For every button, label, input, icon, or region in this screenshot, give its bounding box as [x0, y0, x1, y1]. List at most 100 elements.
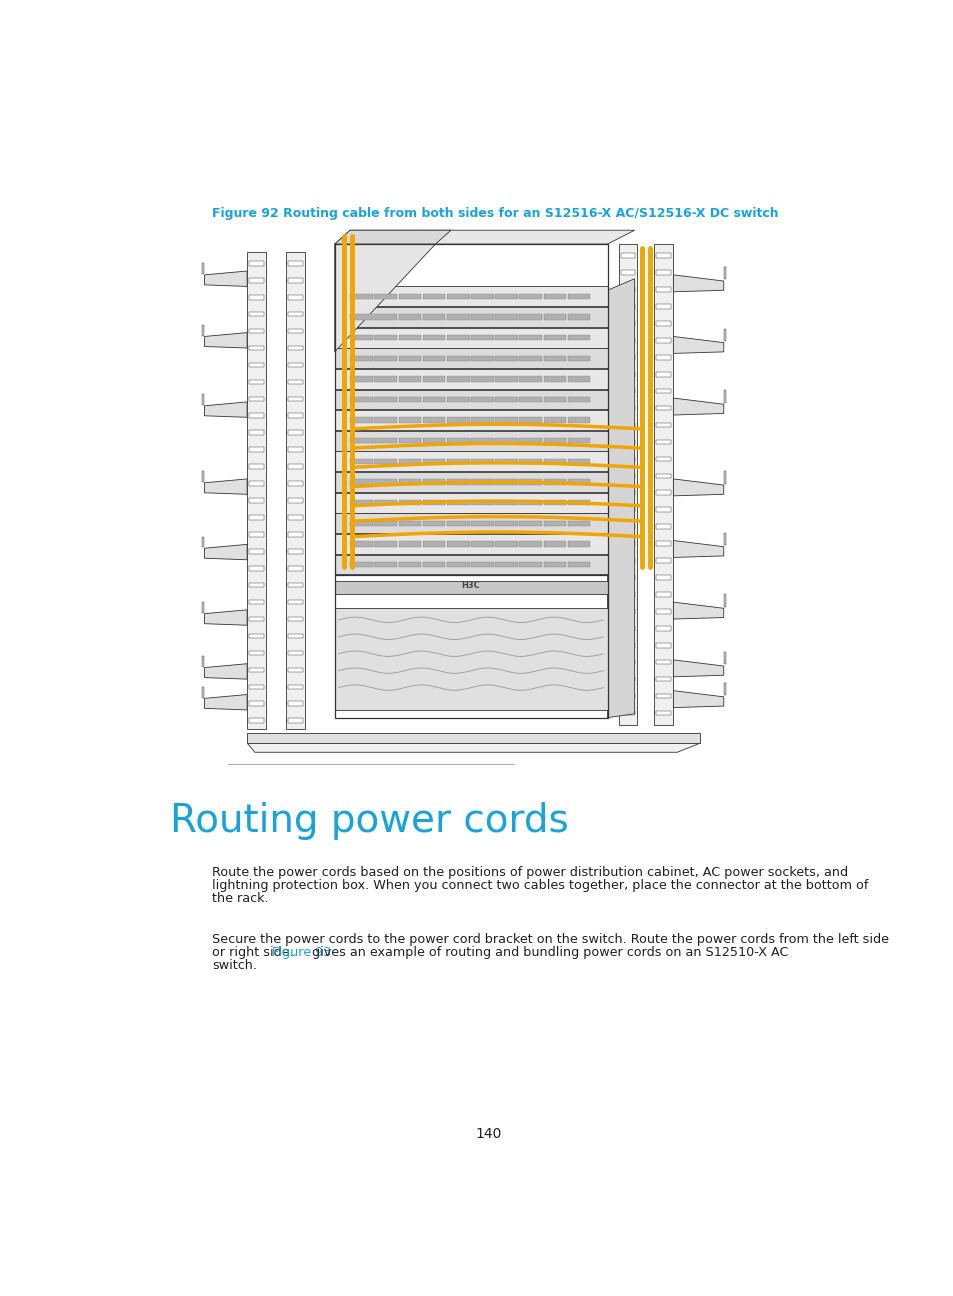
Bar [567, 314, 590, 320]
Bar [288, 515, 303, 520]
Bar [656, 355, 670, 359]
Bar [335, 328, 607, 347]
Bar [620, 643, 634, 648]
Bar [350, 459, 373, 464]
Bar [471, 459, 494, 464]
Bar [249, 397, 264, 402]
Bar [288, 566, 303, 570]
Bar [288, 295, 303, 299]
Bar [249, 533, 264, 537]
Bar [249, 430, 264, 435]
Bar [543, 397, 566, 402]
Bar [288, 550, 303, 553]
Bar [288, 346, 303, 350]
Bar [335, 492, 607, 512]
Bar [446, 355, 469, 360]
Bar [620, 422, 634, 428]
Text: H3C: H3C [461, 582, 480, 591]
Polygon shape [204, 695, 247, 710]
Bar [656, 542, 670, 546]
Bar [350, 500, 373, 505]
Bar [422, 500, 445, 505]
Bar [620, 575, 634, 579]
Bar [398, 314, 420, 320]
Text: Figure 93: Figure 93 [272, 946, 331, 959]
Polygon shape [204, 480, 247, 494]
Polygon shape [673, 691, 723, 708]
Bar [519, 459, 541, 464]
Bar [249, 363, 264, 367]
Bar [398, 355, 420, 360]
Bar [543, 480, 566, 485]
Bar [656, 253, 670, 258]
Bar [350, 376, 373, 381]
Bar [620, 508, 634, 512]
Polygon shape [673, 275, 723, 292]
Bar [567, 459, 590, 464]
Bar [288, 260, 303, 266]
Bar [350, 314, 373, 320]
Bar [656, 338, 670, 342]
Bar [374, 314, 396, 320]
Bar [249, 634, 264, 639]
Bar [288, 447, 303, 452]
Bar [335, 555, 607, 574]
Bar [350, 397, 373, 402]
Bar [495, 397, 517, 402]
Bar [335, 390, 607, 410]
Bar [495, 417, 517, 422]
Polygon shape [204, 664, 247, 679]
Bar [350, 294, 373, 299]
Bar [335, 608, 607, 710]
Bar [656, 559, 670, 562]
Bar [335, 369, 607, 389]
Bar [374, 294, 396, 299]
Text: Secure the power cords to the power cord bracket on the switch. Route the power : Secure the power cords to the power cord… [212, 933, 888, 946]
Bar [335, 286, 607, 306]
Bar [288, 481, 303, 486]
Bar [249, 481, 264, 486]
Text: switch.: switch. [212, 959, 257, 972]
Bar [519, 500, 541, 505]
Bar [620, 473, 634, 478]
Polygon shape [673, 660, 723, 677]
Text: or right side.: or right side. [212, 946, 297, 959]
Bar [519, 438, 541, 443]
Text: the rack.: the rack. [212, 893, 269, 906]
Bar [249, 498, 264, 503]
Bar [543, 294, 566, 299]
Bar [249, 260, 264, 266]
Bar [620, 525, 634, 529]
Bar [620, 389, 634, 394]
Bar [288, 667, 303, 673]
Bar [543, 376, 566, 381]
Polygon shape [204, 333, 247, 349]
Bar [398, 561, 420, 568]
Bar [519, 314, 541, 320]
Bar [495, 334, 517, 341]
Bar [656, 406, 670, 411]
Bar [374, 521, 396, 526]
Bar [202, 472, 204, 482]
Bar [471, 561, 494, 568]
Bar [202, 394, 204, 404]
Polygon shape [335, 231, 634, 244]
Bar [249, 600, 264, 604]
Bar [656, 660, 670, 665]
Bar [519, 561, 541, 568]
Bar [202, 325, 204, 336]
Bar [519, 334, 541, 341]
Bar [620, 253, 634, 258]
Bar [567, 376, 590, 381]
Bar [519, 480, 541, 485]
Bar [471, 521, 494, 526]
Bar [374, 376, 396, 381]
Bar [335, 581, 607, 595]
Bar [495, 294, 517, 299]
Bar [567, 542, 590, 547]
Bar [656, 575, 670, 579]
Bar [374, 438, 396, 443]
Bar [422, 314, 445, 320]
Bar [422, 480, 445, 485]
Bar [286, 251, 305, 730]
